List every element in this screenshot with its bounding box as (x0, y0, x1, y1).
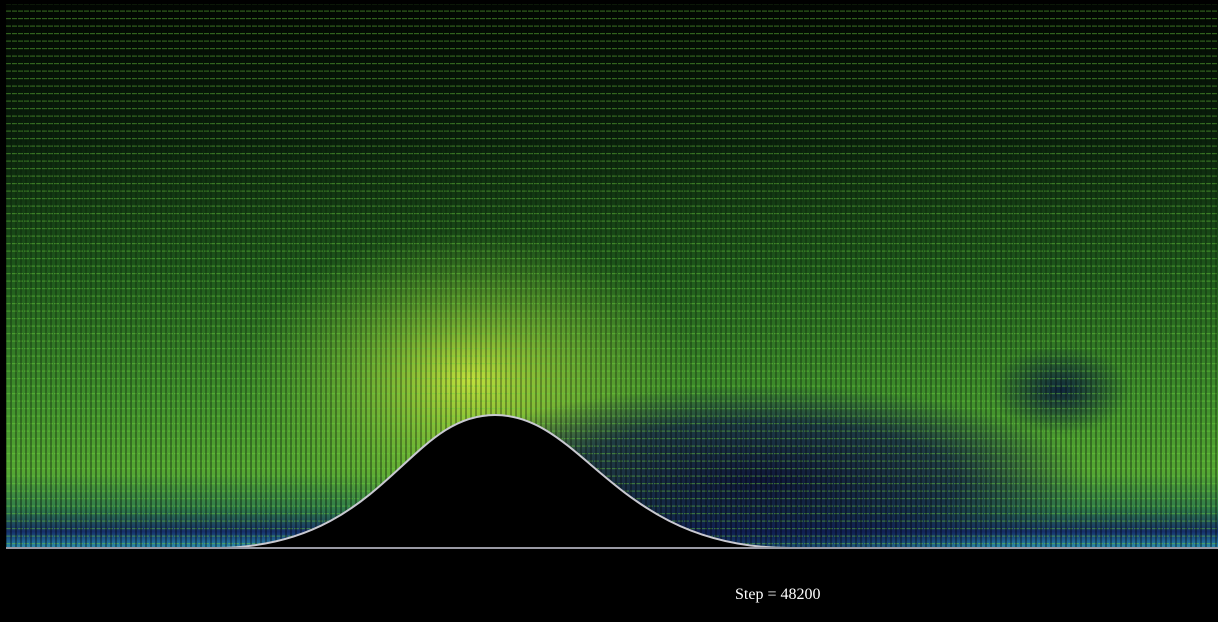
step-counter: Step = 48200 (735, 586, 820, 603)
simulation-view: Step = 48200 (0, 0, 1218, 622)
vector-texture (6, 4, 1218, 548)
footer (0, 549, 1218, 622)
